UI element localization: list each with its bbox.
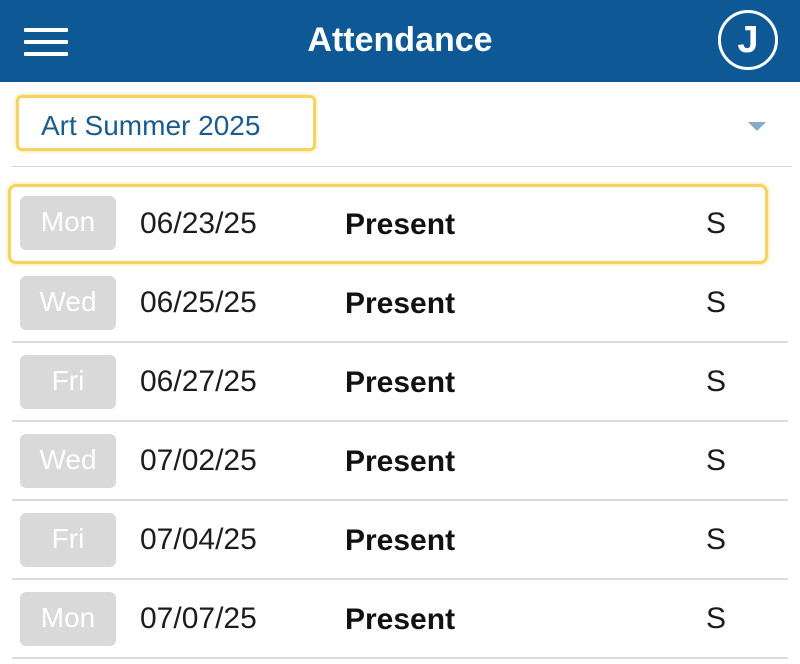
- attendance-row[interactable]: Mon 07/07/25 Present S: [12, 580, 788, 659]
- record-status: Present: [345, 287, 456, 320]
- menu-bar-line: [24, 28, 68, 32]
- record-date: 07/07/25: [140, 602, 257, 635]
- record-status: Present: [345, 603, 456, 636]
- record-code: S: [706, 444, 727, 477]
- record-date: 07/04/25: [140, 523, 257, 556]
- attendance-list: Mon 06/23/25 Present S Wed 06/25/25 Pres…: [0, 184, 800, 659]
- caret-down-icon[interactable]: [748, 122, 766, 131]
- record-date: 07/02/25: [140, 444, 257, 477]
- hamburger-menu-icon[interactable]: [20, 22, 74, 62]
- attendance-row[interactable]: Mon 06/23/25 Present S: [8, 184, 768, 264]
- attendance-row[interactable]: Wed 07/02/25 Present S: [12, 422, 788, 501]
- record-status: Present: [345, 366, 456, 399]
- menu-bar-line: [24, 52, 68, 56]
- day-badge: Fri: [20, 355, 116, 409]
- day-badge: Wed: [20, 434, 116, 488]
- menu-bar-line: [24, 40, 68, 44]
- app-bar: Attendance J: [0, 0, 800, 82]
- day-badge: Wed: [20, 276, 116, 330]
- record-date: 06/23/25: [140, 207, 257, 240]
- page-title: Attendance: [307, 21, 493, 59]
- attendance-row[interactable]: Fri 07/04/25 Present S: [12, 501, 788, 580]
- record-code: S: [706, 602, 727, 635]
- class-select[interactable]: Art Summer 2025: [0, 82, 800, 166]
- avatar[interactable]: J: [718, 10, 778, 70]
- attendance-row[interactable]: Wed 06/25/25 Present S: [12, 264, 788, 343]
- day-badge: Fri: [20, 513, 116, 567]
- class-select-value[interactable]: Art Summer 2025: [16, 95, 316, 151]
- record-date: 06/27/25: [140, 365, 257, 398]
- record-code: S: [706, 207, 727, 240]
- record-code: S: [706, 523, 727, 556]
- record-date: 06/25/25: [140, 286, 257, 319]
- record-code: S: [706, 286, 727, 319]
- record-status: Present: [345, 524, 456, 557]
- day-badge: Mon: [20, 196, 116, 250]
- record-code: S: [706, 365, 727, 398]
- divider: [12, 166, 792, 167]
- record-status: Present: [345, 445, 456, 478]
- day-badge: Mon: [20, 592, 116, 646]
- record-status: Present: [345, 208, 456, 241]
- attendance-row[interactable]: Fri 06/27/25 Present S: [12, 343, 788, 422]
